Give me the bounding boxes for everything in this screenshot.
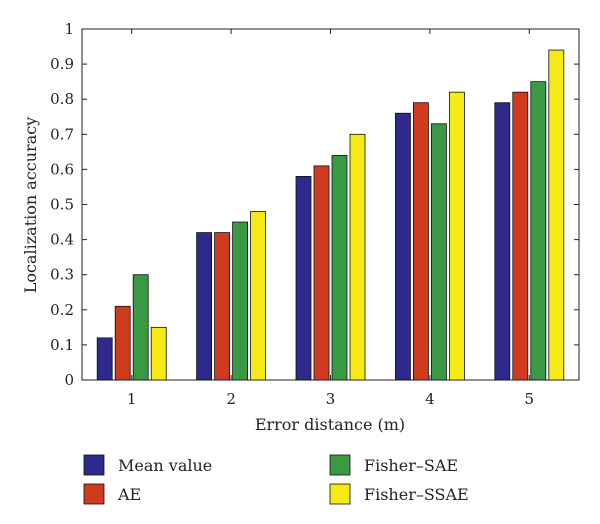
legend: Mean value AE Fisher–SAE Fisher–SSAE — [83, 454, 469, 505]
bar-mean-value-4 — [394, 112, 411, 381]
legend-swatch-fisher-ssae — [329, 483, 351, 505]
bar-mean-value-2 — [196, 232, 213, 381]
bar-fisher-sae-2 — [232, 221, 249, 381]
x-tick-label: 5 — [525, 390, 535, 408]
y-tick-label: 0.6 — [50, 160, 74, 178]
y-axis: 0 0.1 0.2 0.3 0.4 0.5 0.6 0.7 0.8 0.9 1 — [50, 20, 579, 389]
y-tick-label: 0.7 — [50, 125, 74, 143]
x-tick-label: 1 — [127, 390, 137, 408]
legend-label-fisher-ssae: Fisher–SSAE — [364, 485, 469, 504]
legend-label-fisher-sae: Fisher–SAE — [364, 456, 458, 475]
x-tick-label: 2 — [226, 390, 236, 408]
bar-ae-3 — [313, 165, 330, 381]
y-tick-label: 0 — [64, 371, 74, 389]
bar-ae-4 — [412, 102, 429, 381]
y-tick-label: 0.2 — [50, 301, 74, 319]
bar-fisher-sae-4 — [430, 123, 447, 381]
bar-fisher-ssae-1 — [150, 326, 167, 381]
x-axis-title: Error distance (m) — [255, 415, 405, 434]
legend-swatch-fisher-sae — [329, 454, 351, 476]
x-axis: 1 2 3 4 5 — [127, 29, 534, 408]
bar-ae-5 — [512, 91, 529, 381]
y-axis-title: Localization accuracy — [21, 117, 40, 293]
bar-fisher-sae-3 — [331, 154, 348, 381]
x-tick-label: 4 — [425, 390, 435, 408]
bar-mean-value-3 — [295, 176, 312, 381]
bar-fisher-ssae-5 — [548, 49, 565, 381]
bar-mean-value-1 — [96, 337, 113, 381]
bar-fisher-sae-1 — [132, 274, 149, 381]
x-tick-label: 3 — [326, 390, 336, 408]
y-tick-label: 0.1 — [50, 336, 74, 354]
y-tick-label: 0.9 — [50, 55, 74, 73]
bar-ae-2 — [214, 232, 231, 381]
y-tick-label: 0.5 — [50, 196, 74, 214]
bar-fisher-sae-5 — [530, 81, 547, 381]
bar-fisher-ssae-4 — [448, 91, 465, 381]
legend-label-mean-value: Mean value — [118, 456, 212, 475]
y-tick-label: 0.8 — [50, 90, 74, 108]
legend-label-ae: AE — [117, 485, 141, 504]
bar-mean-value-5 — [494, 102, 511, 381]
bar-fisher-ssae-2 — [250, 211, 267, 381]
legend-swatch-mean-value — [83, 454, 105, 476]
y-tick-label: 0.3 — [50, 266, 74, 284]
bar-ae-1 — [114, 305, 131, 381]
legend-swatch-ae — [83, 483, 105, 505]
bars — [96, 49, 565, 381]
bar-fisher-ssae-3 — [349, 133, 366, 381]
y-tick-label: 0.4 — [50, 231, 74, 249]
y-tick-label: 1 — [64, 20, 74, 38]
